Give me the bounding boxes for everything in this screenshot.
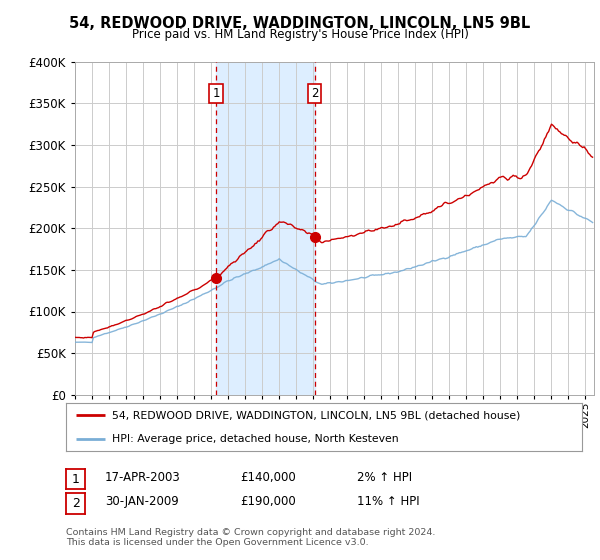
Text: 54, REDWOOD DRIVE, WADDINGTON, LINCOLN, LN5 9BL: 54, REDWOOD DRIVE, WADDINGTON, LINCOLN, … [70,16,530,31]
Text: 2: 2 [71,497,80,510]
Bar [216,62,314,395]
Text: £190,000: £190,000 [240,494,296,508]
Text: 1: 1 [71,473,80,486]
Text: 54, REDWOOD DRIVE, WADDINGTON, LINCOLN, LN5 9BL (detached house): 54, REDWOOD DRIVE, WADDINGTON, LINCOLN, … [112,410,521,420]
Text: HPI: Average price, detached house, North Kesteven: HPI: Average price, detached house, Nort… [112,434,399,444]
Text: Contains HM Land Registry data © Crown copyright and database right 2024.
This d: Contains HM Land Registry data © Crown c… [66,528,436,547]
Text: 11% ↑ HPI: 11% ↑ HPI [357,494,419,508]
Text: £140,000: £140,000 [240,470,296,484]
Text: 2: 2 [311,87,319,100]
Text: 17-APR-2003: 17-APR-2003 [105,470,181,484]
Text: 1: 1 [212,87,220,100]
Text: 30-JAN-2009: 30-JAN-2009 [105,494,179,508]
Text: 2% ↑ HPI: 2% ↑ HPI [357,470,412,484]
Text: Price paid vs. HM Land Registry's House Price Index (HPI): Price paid vs. HM Land Registry's House … [131,28,469,41]
